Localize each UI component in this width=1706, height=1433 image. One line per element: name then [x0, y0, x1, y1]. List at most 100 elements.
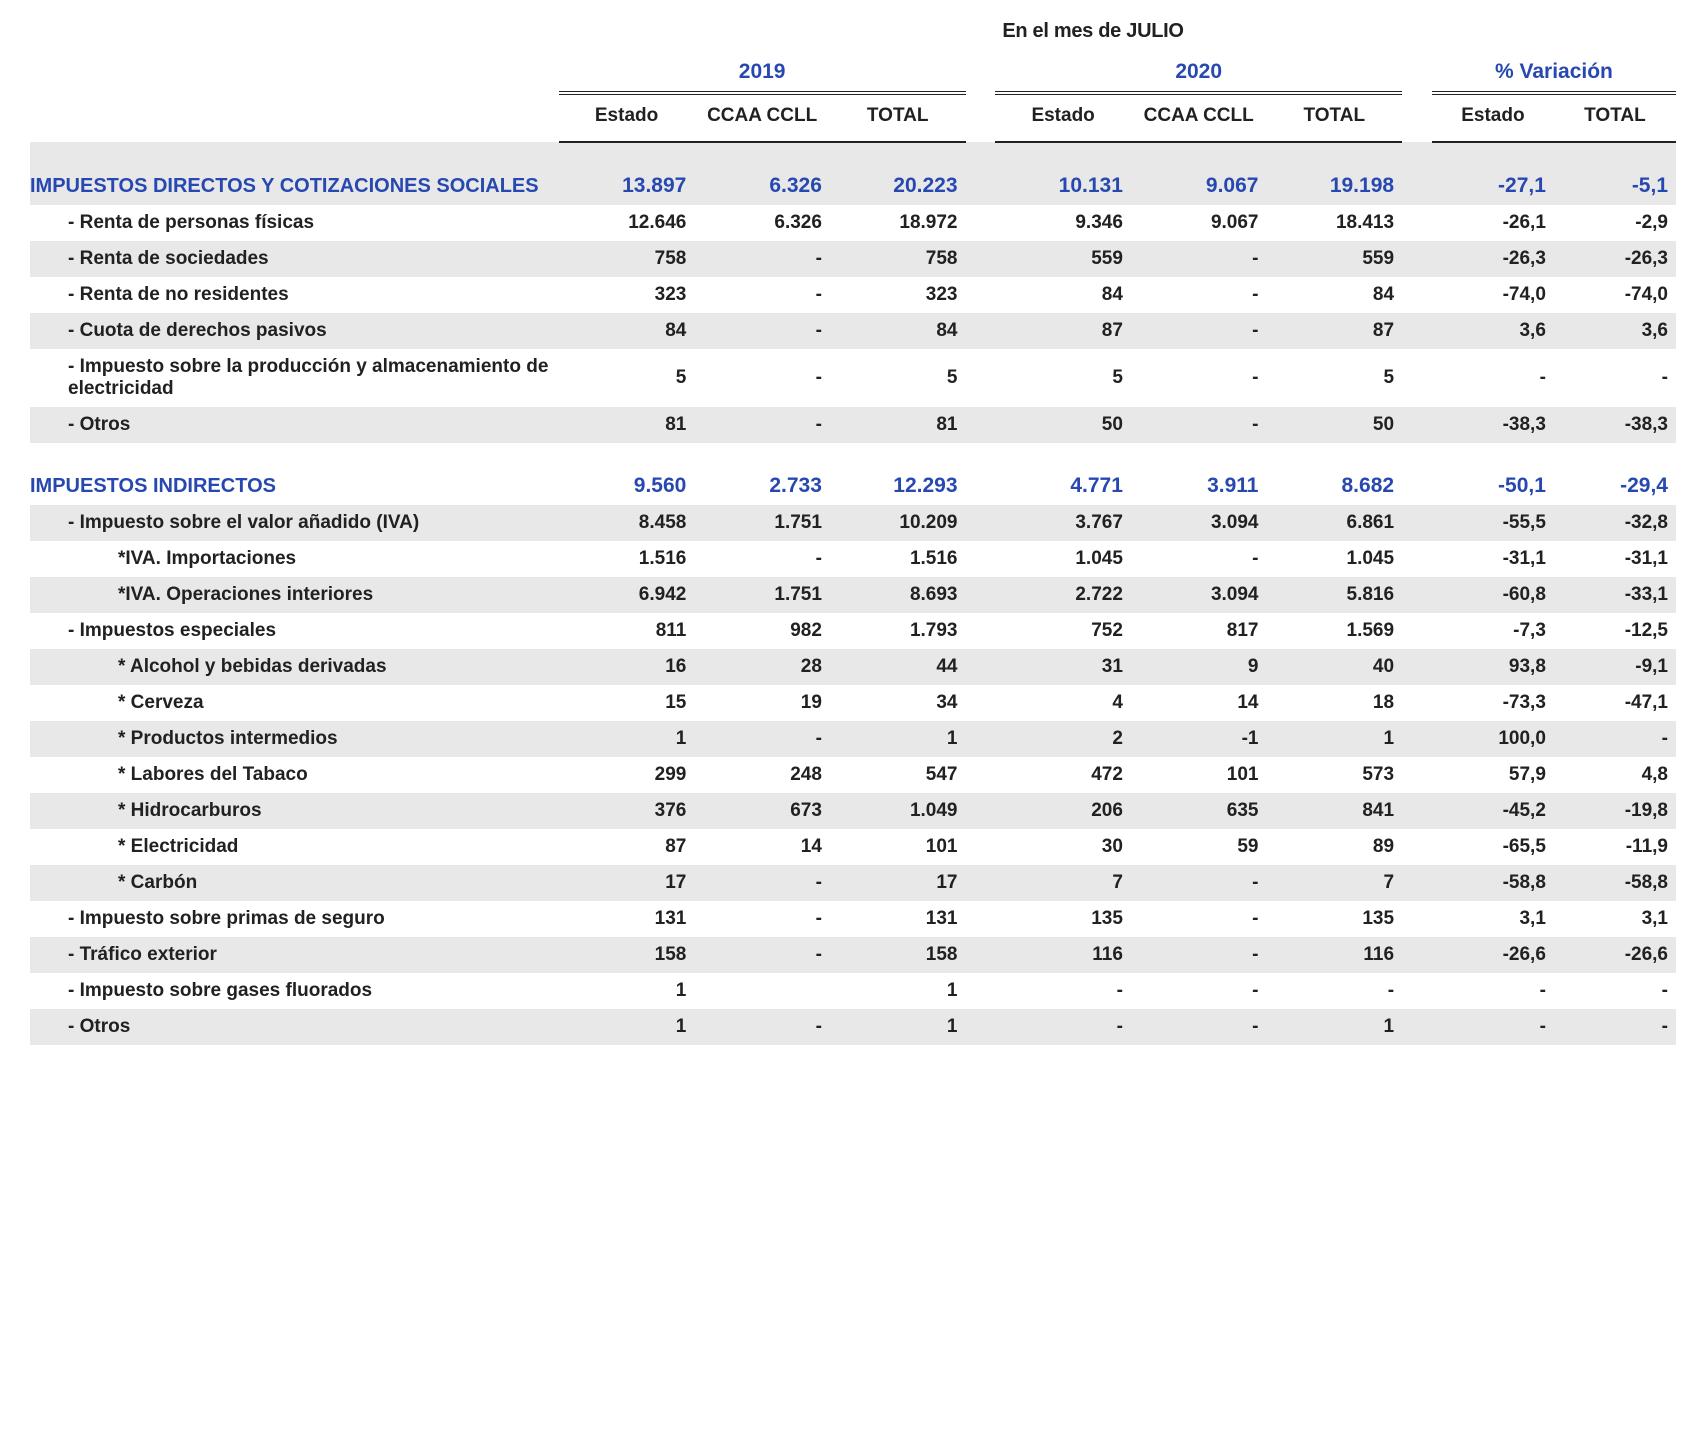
- cell: -29,4: [1554, 467, 1676, 505]
- cell: 18.972: [830, 205, 966, 241]
- cell: 84: [995, 277, 1131, 313]
- cell: 116: [995, 937, 1131, 973]
- cell: 1.569: [1266, 613, 1402, 649]
- cell: 16: [559, 649, 695, 685]
- cell: 5: [830, 349, 966, 407]
- row-label: - Cuota de derechos pasivos: [30, 313, 559, 349]
- row-label: - Renta de personas físicas: [30, 205, 559, 241]
- cell: 635: [1131, 793, 1267, 829]
- header-sub-row: Estado CCAA CCLL TOTAL Estado CCAA CCLL …: [30, 93, 1676, 142]
- cell: -: [694, 541, 830, 577]
- header-2020: 2020: [995, 53, 1402, 93]
- cell: 31: [995, 649, 1131, 685]
- cell: 1: [830, 973, 966, 1009]
- cell: 206: [995, 793, 1131, 829]
- table-row: - Impuesto sobre gases fluorados11-----: [30, 973, 1676, 1009]
- cell: -5,1: [1554, 167, 1676, 205]
- cell: 135: [995, 901, 1131, 937]
- row-label: * Electricidad: [30, 829, 559, 865]
- cell: -50,1: [1432, 467, 1554, 505]
- cell: 17: [830, 865, 966, 901]
- cell: -: [1131, 1009, 1267, 1045]
- cell: 817: [1131, 613, 1267, 649]
- table-row: * Productos intermedios1-12-11100,0-: [30, 721, 1676, 757]
- cell: -7,3: [1432, 613, 1554, 649]
- row-label: *IVA. Operaciones interiores: [30, 577, 559, 613]
- row-label: * Labores del Tabaco: [30, 757, 559, 793]
- header-2019: 2019: [559, 53, 966, 93]
- row-label: * Alcohol y bebidas derivadas: [30, 649, 559, 685]
- cell: -: [1432, 1009, 1554, 1045]
- cell: 9: [1131, 649, 1267, 685]
- cell: -: [694, 241, 830, 277]
- header-var: % Variación: [1432, 53, 1676, 93]
- cell: 131: [830, 901, 966, 937]
- row-label: * Cerveza: [30, 685, 559, 721]
- sub-ccaa-2019: CCAA CCLL: [694, 93, 830, 142]
- cell: 5: [995, 349, 1131, 407]
- cell: -: [694, 865, 830, 901]
- cell: 93,8: [1432, 649, 1554, 685]
- cell: 3,1: [1554, 901, 1676, 937]
- cell: 87: [559, 829, 695, 865]
- table-row: - Otros1-1--1--: [30, 1009, 1676, 1045]
- cell: 3,6: [1554, 313, 1676, 349]
- cell: [694, 973, 830, 1009]
- cell: 1.516: [559, 541, 695, 577]
- cell: -: [694, 901, 830, 937]
- cell: 1: [830, 1009, 966, 1045]
- cell: -: [1131, 901, 1267, 937]
- cell: 101: [1131, 757, 1267, 793]
- cell: 19: [694, 685, 830, 721]
- table-row: - Impuestos especiales8119821.7937528171…: [30, 613, 1676, 649]
- cell: 13.897: [559, 167, 695, 205]
- cell: 87: [1266, 313, 1402, 349]
- cell: 50: [1266, 407, 1402, 443]
- cell: -58,8: [1554, 865, 1676, 901]
- table-row: *IVA. Importaciones1.516-1.5161.045-1.04…: [30, 541, 1676, 577]
- cell: 5: [559, 349, 695, 407]
- cell: 34: [830, 685, 966, 721]
- cell: 14: [1131, 685, 1267, 721]
- cell: 376: [559, 793, 695, 829]
- cell: -: [1131, 313, 1267, 349]
- cell: 323: [559, 277, 695, 313]
- cell: 84: [830, 313, 966, 349]
- cell: 44: [830, 649, 966, 685]
- cell: 6.326: [694, 167, 830, 205]
- table-row: * Labores del Tabaco29924854747210157357…: [30, 757, 1676, 793]
- cell: 15: [559, 685, 695, 721]
- cell: 9.067: [1131, 167, 1267, 205]
- cell: 2.733: [694, 467, 830, 505]
- cell: 7: [1266, 865, 1402, 901]
- table-row: * Carbón17-177-7-58,8-58,8: [30, 865, 1676, 901]
- cell: 28: [694, 649, 830, 685]
- cell: -31,1: [1432, 541, 1554, 577]
- cell: -: [694, 937, 830, 973]
- cell: 84: [559, 313, 695, 349]
- cell: -: [1131, 973, 1267, 1009]
- cell: 3.094: [1131, 577, 1267, 613]
- cell: 12.646: [559, 205, 695, 241]
- cell: 84: [1266, 277, 1402, 313]
- cell: -: [1554, 1009, 1676, 1045]
- cell: 472: [995, 757, 1131, 793]
- row-label: * Hidrocarburos: [30, 793, 559, 829]
- cell: 8.693: [830, 577, 966, 613]
- cell: 2: [995, 721, 1131, 757]
- cell: 2.722: [995, 577, 1131, 613]
- table-row: - Renta de personas físicas12.6466.32618…: [30, 205, 1676, 241]
- cell: -: [1432, 349, 1554, 407]
- cell: 4,8: [1554, 757, 1676, 793]
- row-label: * Productos intermedios: [30, 721, 559, 757]
- cell: -: [995, 973, 1131, 1009]
- row-label: - Impuesto sobre el valor añadido (IVA): [30, 505, 559, 541]
- cell: 7: [995, 865, 1131, 901]
- sub-estado-var: Estado: [1432, 93, 1554, 142]
- cell: 1.049: [830, 793, 966, 829]
- table-row: *IVA. Operaciones interiores6.9421.7518.…: [30, 577, 1676, 613]
- table-row: IMPUESTOS INDIRECTOS9.5602.73312.2934.77…: [30, 467, 1676, 505]
- tax-table: 2019 2020 % Variación Estado CCAA CCLL T…: [30, 53, 1676, 1045]
- cell: 559: [995, 241, 1131, 277]
- spacer-row: [30, 443, 1676, 467]
